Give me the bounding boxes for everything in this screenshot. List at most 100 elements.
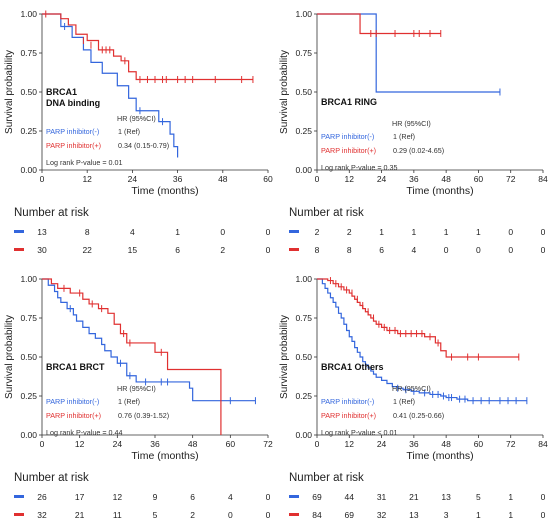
x-tick-label: 24 (377, 439, 387, 449)
logrank-pvalue: Log rank P-value = 0.35 (321, 163, 398, 172)
risk-count: 11 (113, 510, 122, 520)
risk-count: 30 (37, 245, 47, 255)
x-tick-label: 84 (538, 439, 548, 449)
risk-count: 17 (75, 492, 85, 502)
hr-header: HR (95%CI) (117, 384, 156, 393)
x-axis-label: Time (months) (131, 450, 198, 462)
y-axis-label: Survival probability (4, 50, 15, 134)
risk-count: 5 (153, 510, 158, 520)
y-tick-label: 0.25 (20, 391, 37, 401)
y-axis-label: Survival probability (4, 315, 15, 399)
risk-count: 4 (228, 492, 233, 502)
x-tick-label: 0 (40, 439, 45, 449)
risk-count: 1 (411, 227, 416, 237)
risk-count: 9 (153, 492, 158, 502)
km-panel-ring: 0.000.250.500.751.000 12 24 36 48 60 72 84Time … (279, 9, 548, 255)
x-tick-label: 36 (409, 439, 419, 449)
risk-row-color-swatch (14, 248, 24, 251)
risk-count: 26 (37, 492, 47, 502)
risk-count: 6 (175, 245, 180, 255)
risk-row-color-swatch (14, 495, 24, 498)
y-tick-label: 1.00 (295, 274, 312, 284)
x-axis-label: Time (months) (131, 185, 198, 197)
y-tick-label: 0.00 (20, 165, 37, 175)
survival-curve-parp-neg (317, 13, 500, 93)
hr-value: 0.29 (0.02-4.65) (393, 146, 444, 155)
risk-row-color-swatch (289, 248, 299, 251)
x-axis-label: Time (months) (406, 450, 473, 462)
risk-count: 0 (266, 510, 271, 520)
risk-count: 0 (228, 510, 233, 520)
risk-count: 13 (37, 227, 47, 237)
risk-count: 8 (315, 245, 320, 255)
logrank-pvalue: Log rank P-value = 0.01 (46, 158, 123, 167)
risk-count: 0 (444, 245, 449, 255)
panel-label-line: BRCA1 (46, 87, 77, 97)
legend-name-parp-pos: PARP inhibitor(+) (321, 146, 376, 155)
survival-curve-parp-neg (317, 278, 527, 402)
panel-label-line: BRCA1 BRCT (46, 362, 105, 372)
legend-name-parp-neg: PARP inhibitor(-) (46, 397, 99, 406)
x-tick-label: 60 (474, 174, 484, 184)
risk-count: 22 (82, 245, 92, 255)
x-tick-label: 0 (315, 174, 320, 184)
survival-curve-parp-pos (317, 278, 519, 358)
risk-count: 0 (541, 227, 546, 237)
y-tick-label: 0.00 (295, 165, 312, 175)
y-tick-label: 0.00 (20, 430, 37, 440)
x-tick-label: 24 (113, 439, 123, 449)
survival-curve-parp-neg (42, 278, 256, 402)
x-tick-label: 48 (188, 439, 198, 449)
panel-label-line: BRCA1 RING (321, 97, 377, 107)
risk-count: 0 (266, 245, 271, 255)
risk-count: 0 (266, 492, 271, 502)
y-tick-label: 0.25 (295, 391, 312, 401)
panel-label: BRCA1 DNA binding (46, 87, 100, 108)
legend-name-parp-neg: PARP inhibitor(-) (321, 132, 374, 141)
risk-count: 4 (130, 227, 135, 237)
survival-curve-parp-neg (42, 13, 179, 158)
risk-count: 1 (508, 510, 513, 520)
y-tick-label: 0.50 (295, 352, 312, 362)
risk-row-color-swatch (289, 230, 299, 233)
risk-count: 0 (541, 245, 546, 255)
risk-count: 2 (220, 245, 225, 255)
survival-curve-parp-pos (42, 278, 222, 435)
y-axis-label: Survival probability (279, 315, 290, 399)
x-tick-label: 12 (345, 174, 355, 184)
x-tick-label: 84 (538, 174, 548, 184)
panel-label: BRCA1 RING (321, 97, 377, 107)
hr-value: 1 (Ref) (393, 132, 415, 141)
y-tick-label: 0.50 (295, 87, 312, 97)
risk-count: 13 (441, 492, 451, 502)
risk-count: 6 (379, 245, 384, 255)
hr-header: HR (95%CI) (392, 384, 431, 393)
legend-name-parp-pos: PARP inhibitor(+) (321, 411, 376, 420)
risk-count: 21 (409, 492, 419, 502)
risk-row-color-swatch (289, 495, 299, 498)
survival-curve-parp-pos (317, 13, 441, 35)
x-tick-label: 36 (409, 174, 419, 184)
x-tick-label: 36 (173, 174, 183, 184)
y-axis-label: Survival probability (279, 50, 290, 134)
hr-value: 0.41 (0.25-0.66) (393, 411, 444, 420)
y-tick-label: 0.50 (20, 87, 37, 97)
risk-count: 1 (508, 492, 513, 502)
legend-name-parp-neg: PARP inhibitor(-) (46, 127, 99, 136)
risk-count: 15 (128, 245, 138, 255)
logrank-pvalue: Log rank P-value = 0.44 (46, 428, 123, 437)
risk-count: 2 (190, 510, 195, 520)
risk-row-color-swatch (14, 513, 24, 516)
panel-label-line: BRCA1 Others (321, 362, 384, 372)
risk-count: 1 (476, 227, 481, 237)
panel-label: BRCA1 Others (321, 362, 384, 372)
y-tick-label: 1.00 (20, 9, 37, 19)
risk-count: 6 (190, 492, 195, 502)
risk-count: 5 (476, 492, 481, 502)
x-tick-label: 72 (263, 439, 273, 449)
x-tick-label: 72 (506, 174, 516, 184)
x-tick-label: 48 (218, 174, 228, 184)
legend-name-parp-pos: PARP inhibitor(+) (46, 141, 101, 150)
